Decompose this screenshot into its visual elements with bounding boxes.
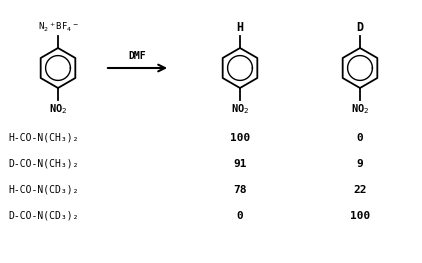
Text: 78: 78 bbox=[233, 185, 247, 195]
Text: D-CO-N(CH₃)₂: D-CO-N(CH₃)₂ bbox=[8, 159, 78, 169]
Text: D-CO-N(CD₃)₂: D-CO-N(CD₃)₂ bbox=[8, 211, 78, 221]
Text: H-CO-N(CH₃)₂: H-CO-N(CH₃)₂ bbox=[8, 133, 78, 143]
Text: NO$_2$: NO$_2$ bbox=[231, 102, 249, 116]
Text: 0: 0 bbox=[237, 211, 243, 221]
Text: 100: 100 bbox=[230, 133, 250, 143]
Text: NO$_2$: NO$_2$ bbox=[351, 102, 369, 116]
Text: DMF: DMF bbox=[129, 51, 146, 61]
Text: NO$_2$: NO$_2$ bbox=[49, 102, 67, 116]
Text: H: H bbox=[236, 21, 243, 34]
Text: H-CO-N(CD₃)₂: H-CO-N(CD₃)₂ bbox=[8, 185, 78, 195]
Text: D: D bbox=[357, 21, 364, 34]
Text: 22: 22 bbox=[353, 185, 367, 195]
Text: 100: 100 bbox=[350, 211, 370, 221]
Text: 0: 0 bbox=[357, 133, 363, 143]
Text: N$_2$$^+$BF$_4$$^-$: N$_2$$^+$BF$_4$$^-$ bbox=[38, 21, 78, 34]
Text: 9: 9 bbox=[357, 159, 363, 169]
Text: 91: 91 bbox=[233, 159, 247, 169]
